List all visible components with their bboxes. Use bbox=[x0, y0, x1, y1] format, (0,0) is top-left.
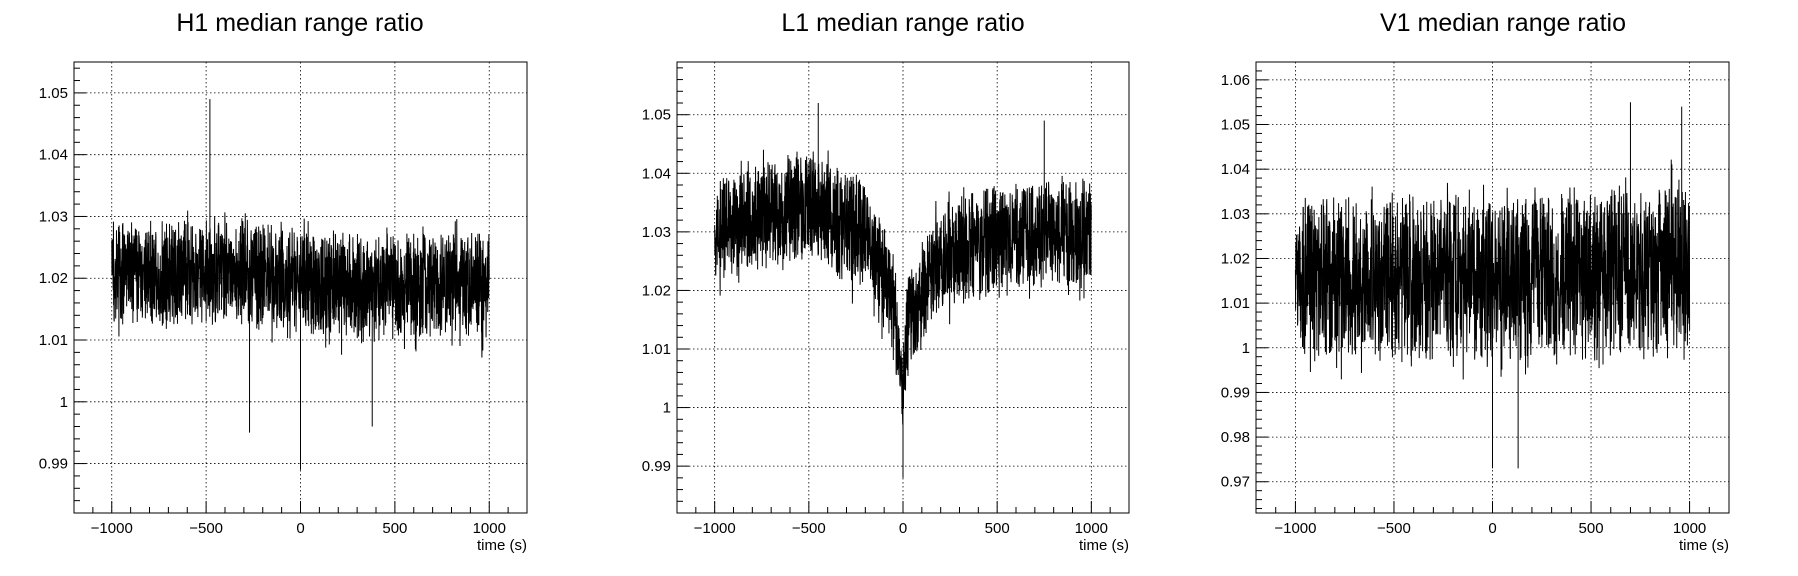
x-axis-title: time (s) bbox=[477, 537, 527, 554]
chart-title: L1 median range ratio bbox=[781, 9, 1024, 37]
y-tick-label: 1.05 bbox=[1221, 117, 1250, 134]
y-tick-label: 1.05 bbox=[642, 107, 671, 124]
y-tick-label: 1 bbox=[60, 394, 68, 411]
y-tick-label: 1.04 bbox=[642, 165, 671, 182]
x-axis-title: time (s) bbox=[1679, 537, 1729, 554]
y-tick-label: 1 bbox=[1242, 340, 1250, 357]
x-tick-label: 0 bbox=[899, 520, 907, 537]
y-tick-label: 1.02 bbox=[39, 270, 68, 287]
y-tick-label: 1 bbox=[663, 400, 671, 417]
x-tick-label: 0 bbox=[1488, 520, 1496, 537]
x-tick-label: −500 bbox=[1377, 520, 1411, 537]
y-tick-label: 1.03 bbox=[642, 224, 671, 241]
x-tick-label: 500 bbox=[1579, 520, 1604, 537]
y-tick-label: 1.05 bbox=[39, 85, 68, 102]
y-tick-label: 1.06 bbox=[1221, 72, 1250, 89]
y-tick-label: 1.01 bbox=[1221, 295, 1250, 312]
series-line bbox=[714, 149, 1092, 425]
chart-title: V1 median range ratio bbox=[1380, 9, 1626, 37]
y-tick-label: 0.99 bbox=[39, 456, 68, 473]
y-tick-label: 1.04 bbox=[1221, 161, 1250, 178]
x-tick-label: −500 bbox=[189, 520, 223, 537]
y-tick-label: 1.04 bbox=[39, 147, 68, 164]
y-tick-label: 1.01 bbox=[39, 332, 68, 349]
series-line bbox=[1294, 159, 1691, 380]
x-tick-label: 500 bbox=[985, 520, 1010, 537]
y-tick-label: 0.98 bbox=[1221, 429, 1250, 446]
x-tick-label: 1000 bbox=[1075, 520, 1108, 537]
y-tick-label: 0.97 bbox=[1221, 474, 1250, 491]
y-tick-label: 1.01 bbox=[642, 341, 671, 358]
x-tick-label: 1000 bbox=[473, 520, 506, 537]
y-tick-label: 1.03 bbox=[39, 208, 68, 225]
x-tick-label: 500 bbox=[382, 520, 407, 537]
y-tick-label: 1.03 bbox=[1221, 206, 1250, 223]
y-tick-label: 1.02 bbox=[1221, 250, 1250, 267]
x-tick-label: 0 bbox=[296, 520, 304, 537]
x-tick-label: −1000 bbox=[91, 520, 133, 537]
chart-title: H1 median range ratio bbox=[176, 9, 423, 37]
y-tick-label: 0.99 bbox=[642, 458, 671, 475]
y-tick-label: 0.99 bbox=[1221, 384, 1250, 401]
x-tick-label: −1000 bbox=[694, 520, 736, 537]
l1-median-range-ratio-panel: L1 median range ratio −1000 −500 0 500 1000 0.… bbox=[642, 9, 1130, 554]
x-tick-label: 1000 bbox=[1673, 520, 1706, 537]
x-axis-title: time (s) bbox=[1079, 537, 1129, 554]
v1-median-range-ratio-panel: V1 median range ratio −1000 −500 0 500 1000 0.… bbox=[1221, 9, 1730, 554]
y-tick-label: 1.02 bbox=[642, 282, 671, 299]
h1-median-range-ratio-panel: H1 median range ratio −1000 −500 0 500 1000 0.… bbox=[39, 9, 528, 554]
x-tick-label: −500 bbox=[792, 520, 826, 537]
x-tick-label: −1000 bbox=[1274, 520, 1316, 537]
series-line bbox=[111, 210, 490, 358]
